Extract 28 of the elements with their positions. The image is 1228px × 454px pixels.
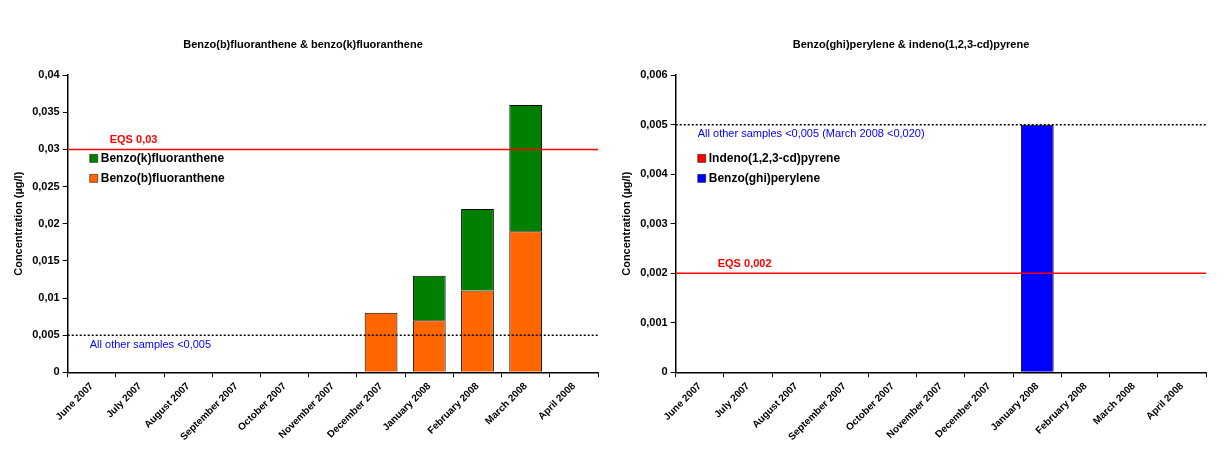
legend-label: Benzo(ghi)perylene: [708, 170, 821, 185]
ref-line-label: All other samples <0,005 (March 2008 <0,020): [697, 127, 925, 140]
y-tick-label: 0,02: [38, 216, 60, 229]
y-tick-label: 0,003: [640, 216, 668, 229]
y-tick-label: 0,025: [32, 179, 60, 192]
chart-title: Benzo(ghi)perylene & indeno(1,2,3-cd)pyrene: [792, 37, 1030, 50]
legend-label: Indeno(1,2,3-cd)pyrene: [708, 150, 841, 165]
y-tick-label: 0,015: [32, 253, 60, 266]
y-tick-label: 0,005: [640, 117, 668, 130]
y-tick-label: 0: [661, 365, 668, 378]
y-tick-label: 0,04: [38, 68, 61, 81]
y-tick-label: 0,004: [640, 167, 669, 180]
y-tick-label: 0,001: [640, 315, 668, 328]
y-axis-title: Concentration (µg/l): [11, 171, 24, 276]
y-tick-label: 0,01: [38, 291, 60, 304]
y-tick-label: 0,006: [640, 68, 668, 81]
ref-line-label: All other samples <0,005: [89, 337, 212, 350]
y-tick-label: 0,005: [32, 328, 60, 341]
y-tick-label: 0,03: [38, 142, 60, 155]
ref-line-label: EQS 0,002: [717, 256, 772, 269]
y-tick-label: 0,002: [640, 266, 668, 279]
legend-label: Benzo(b)fluoranthene: [100, 170, 226, 185]
y-tick-label: 0,035: [32, 105, 60, 118]
legend-label: Benzo(k)fluoranthene: [100, 150, 225, 165]
chart-title: Benzo(b)fluoranthene & benzo(k)fluoranthene: [183, 37, 423, 50]
ref-line-label: EQS 0,03: [109, 133, 158, 145]
y-axis-title: Concentration (µg/l): [619, 171, 632, 276]
y-tick-label: 0: [53, 365, 60, 378]
